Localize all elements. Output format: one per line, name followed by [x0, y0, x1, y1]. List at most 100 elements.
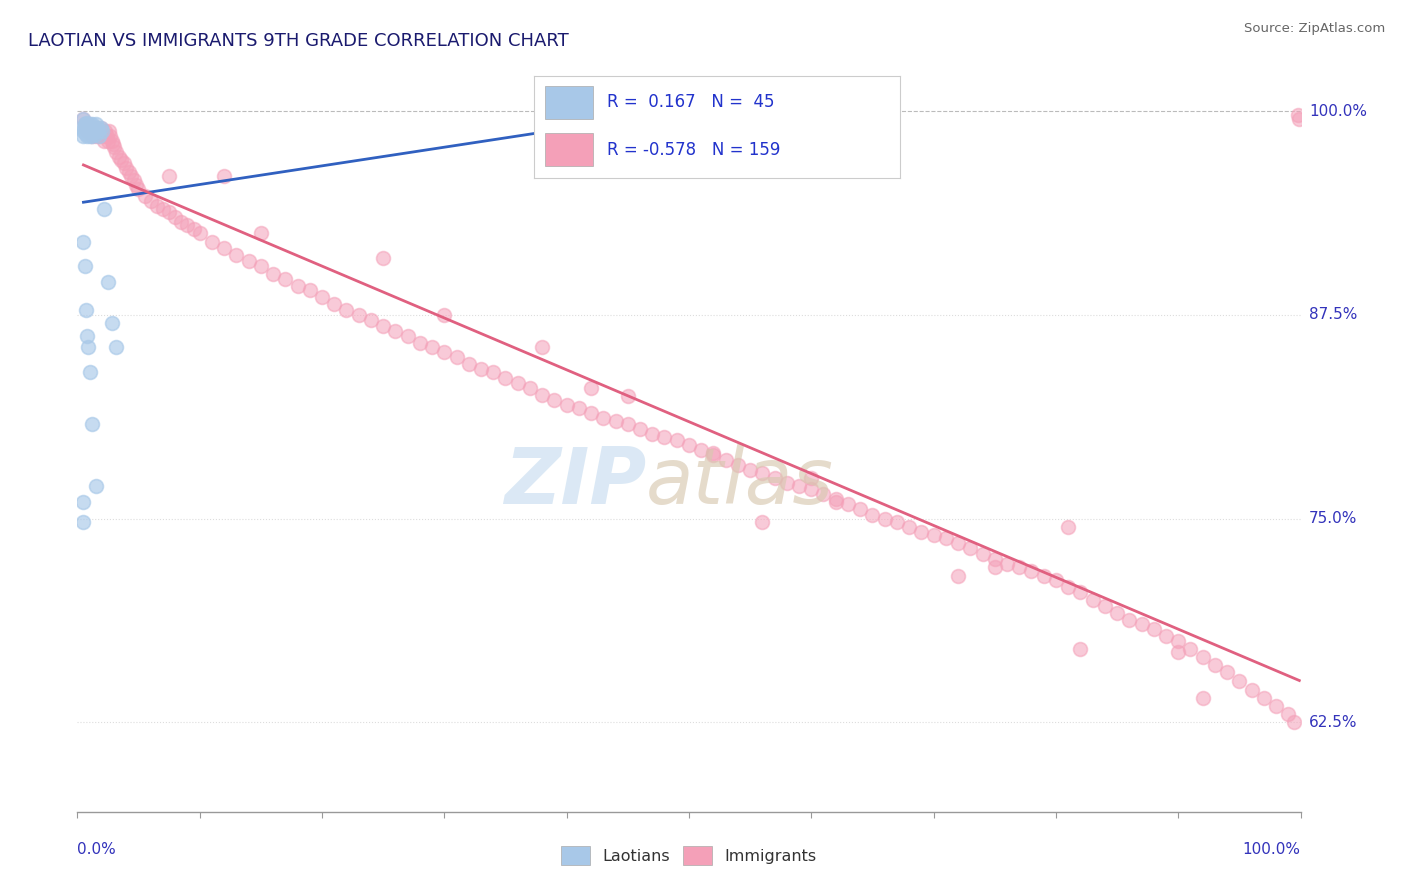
Point	[72, 235, 94, 249]
Point	[84, 479, 107, 493]
Point	[1229, 674, 1251, 689]
Point	[75, 127, 97, 141]
Point	[122, 172, 145, 186]
Point	[396, 329, 419, 343]
Point	[751, 466, 773, 480]
Point	[519, 381, 541, 395]
Point	[86, 120, 108, 135]
Point	[579, 381, 602, 395]
Point	[77, 341, 100, 355]
Point	[72, 112, 94, 127]
Point	[495, 371, 517, 385]
Point	[75, 303, 97, 318]
Point	[384, 324, 406, 338]
Point	[433, 345, 456, 359]
Point	[93, 202, 115, 216]
Point	[311, 290, 333, 304]
Point	[800, 471, 823, 485]
Point	[690, 443, 713, 458]
Point	[100, 134, 122, 148]
Text: R =  0.167   N =  45: R = 0.167 N = 45	[607, 94, 775, 112]
Point	[824, 491, 846, 506]
Point	[409, 335, 432, 350]
Point	[105, 341, 128, 355]
Point	[76, 124, 98, 138]
Point	[98, 128, 121, 143]
Point	[1069, 641, 1091, 656]
Point	[702, 448, 724, 462]
Point	[665, 434, 688, 448]
Point	[1265, 698, 1288, 713]
Point	[238, 254, 260, 268]
Point	[72, 495, 94, 509]
Text: 75.0%: 75.0%	[1309, 511, 1357, 526]
Point	[433, 308, 456, 322]
Point	[157, 169, 180, 184]
Point	[90, 124, 112, 138]
Point	[97, 134, 120, 148]
Point	[654, 430, 676, 444]
Point	[1191, 690, 1213, 705]
Point	[76, 117, 98, 131]
Point	[800, 482, 823, 496]
Point	[80, 120, 103, 135]
Point	[1130, 617, 1153, 632]
Point	[79, 128, 101, 143]
Point	[100, 316, 122, 330]
Point	[84, 127, 107, 141]
Text: 62.5%: 62.5%	[1309, 714, 1357, 730]
Point	[935, 531, 957, 545]
Point	[72, 120, 94, 135]
Point	[97, 276, 120, 290]
Point	[225, 247, 247, 261]
Point	[531, 341, 554, 355]
Point	[837, 497, 859, 511]
Point	[120, 169, 142, 184]
Point	[287, 278, 309, 293]
Point	[72, 124, 94, 138]
Point	[946, 568, 969, 582]
Point	[506, 376, 529, 391]
Point	[1057, 519, 1080, 533]
Text: 87.5%: 87.5%	[1309, 308, 1357, 322]
Point	[103, 140, 125, 154]
Point	[946, 536, 969, 550]
Text: ZIP: ZIP	[503, 444, 647, 520]
Point	[188, 227, 211, 241]
Point	[82, 120, 104, 135]
Point	[110, 153, 132, 168]
Point	[75, 116, 97, 130]
Text: 100.0%: 100.0%	[1243, 842, 1301, 857]
Point	[90, 120, 112, 135]
Text: atlas: atlas	[647, 444, 834, 520]
Point	[922, 528, 945, 542]
Point	[787, 479, 810, 493]
Point	[605, 414, 627, 428]
Point	[984, 552, 1007, 566]
Point	[849, 501, 872, 516]
Point	[1216, 665, 1239, 679]
Point	[94, 124, 117, 138]
Point	[72, 515, 94, 529]
Point	[1284, 715, 1306, 730]
Point	[873, 511, 896, 525]
Point	[628, 422, 651, 436]
Point	[446, 351, 468, 365]
Point	[90, 120, 112, 135]
Point	[77, 120, 100, 135]
Point	[714, 453, 737, 467]
Point	[1167, 633, 1189, 648]
Point	[592, 410, 614, 425]
Point	[72, 128, 94, 143]
Point	[73, 124, 96, 138]
Point	[727, 458, 749, 472]
Point	[533, 116, 555, 130]
Point	[89, 128, 111, 143]
Text: 0.0%: 0.0%	[77, 842, 117, 857]
Point	[77, 117, 100, 131]
Point	[702, 446, 724, 460]
Point	[76, 128, 98, 143]
Point	[86, 120, 108, 135]
Point	[470, 361, 492, 376]
Point	[347, 308, 370, 322]
